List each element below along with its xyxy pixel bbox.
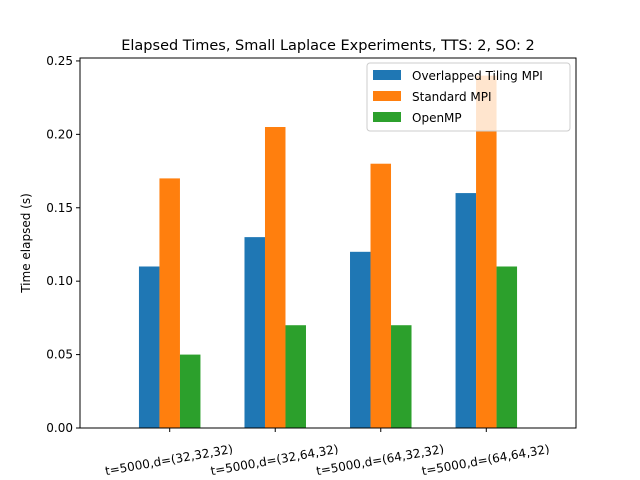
legend-swatch [373,112,401,122]
legend-swatch [373,91,401,101]
legend: Overlapped Tiling MPI Standard MPI OpenMP [366,62,571,132]
legend-label: OpenMP [412,111,462,125]
x-axis: t=5000,d=(32,32,32)t=5000,d=(32,64,32)t=… [104,428,551,478]
bar [455,193,477,428]
bar [264,127,286,428]
bar [496,266,518,428]
legend-label: Standard MPI [412,90,492,104]
plot-frame [79,57,577,429]
chart-title: Elapsed Times, Small Laplace Experiments… [121,38,535,54]
bar [159,178,180,428]
y-tick-label: 0.15 [46,201,73,215]
legend-box [366,62,571,132]
y-tick-label: 0.20 [46,127,73,141]
legend-swatch [373,70,401,80]
bar [350,251,371,428]
bar [138,266,160,428]
y-tick-label: 0.05 [46,348,73,362]
y-tick-label: 0.25 [46,54,73,68]
y-axis-label: Time elapsed (s) [19,193,33,294]
legend-label: Overlapped Tiling MPI [412,69,543,83]
y-tick-label: 0.00 [46,421,73,435]
bar [370,163,392,428]
bar [179,354,201,428]
bar [285,325,306,428]
y-tick-label: 0.10 [46,274,73,288]
bar [391,325,412,428]
bar [244,237,265,428]
y-axis: 0.00 0.05 0.10 0.15 0.20 0.25 [46,54,80,435]
bar [476,75,497,428]
bars-layer [138,75,518,428]
